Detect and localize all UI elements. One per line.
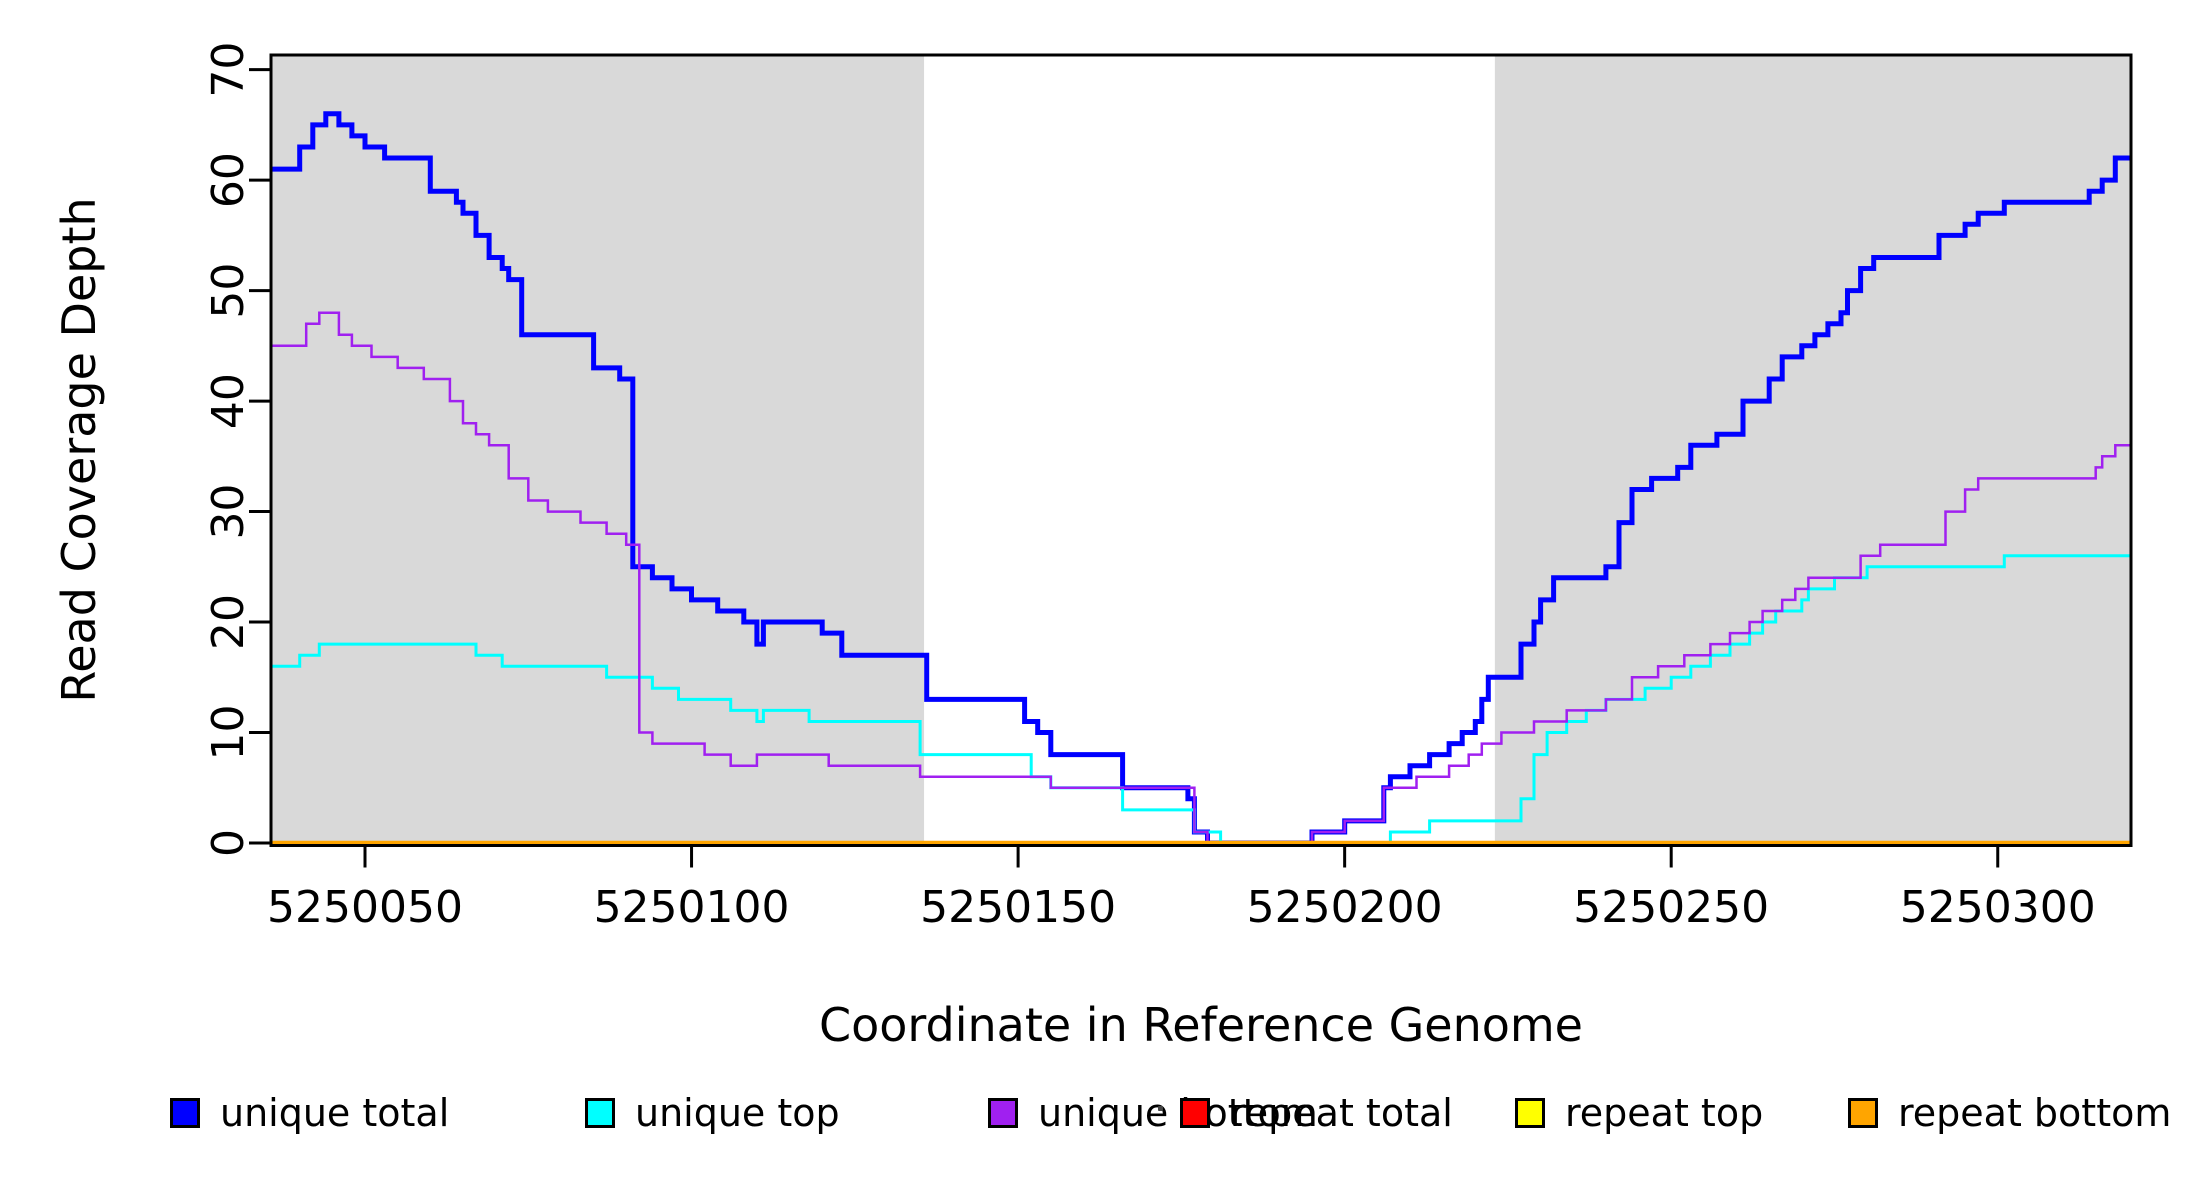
x-tick-label: 5250200	[1247, 882, 1443, 933]
y-tick-label: 0	[203, 829, 254, 857]
x-tick-label: 5250050	[267, 882, 463, 933]
unique-total-swatch-icon	[170, 1098, 200, 1128]
x-tick-label: 5250150	[920, 882, 1116, 933]
legend-item-repeat-bottom: repeat bottom	[1848, 1090, 2171, 1136]
y-tick-label: 10	[203, 705, 254, 761]
x-tick-label: 5250100	[594, 882, 790, 933]
unique-bottom-swatch-icon	[988, 1098, 1018, 1128]
legend-item-unique-bottom: unique bottom	[988, 1090, 1318, 1136]
legend-label: unique bottom	[1038, 1091, 1318, 1135]
unique-top-swatch-icon	[585, 1098, 615, 1128]
left-unique-region	[271, 55, 925, 846]
y-tick-label: 60	[203, 152, 254, 208]
chart-legend: unique total unique top unique bottom re…	[0, 1090, 2200, 1140]
legend-item-repeat-total: repeat total	[1180, 1090, 1453, 1136]
y-tick-label: 30	[203, 484, 254, 540]
legend-label: unique top	[635, 1091, 840, 1135]
series-line-unique-top	[271, 554, 2131, 845]
x-tick-label: 5250250	[1573, 882, 1769, 933]
y-tick-label: 50	[203, 263, 254, 319]
stray-mark-artifact	[1158, 1106, 1163, 1111]
legend-label: repeat total	[1230, 1091, 1453, 1135]
x-axis-title: Coordinate in Reference Genome	[819, 998, 1583, 1052]
y-axis-title: Read Coverage Depth	[52, 197, 106, 703]
y-tick-label: 70	[203, 42, 254, 98]
repeat-top-swatch-icon	[1515, 1098, 1545, 1128]
legend-label: unique total	[220, 1091, 450, 1135]
legend-item-unique-total: unique total	[170, 1090, 449, 1136]
plot-box	[269, 53, 2133, 847]
right-unique-region	[1494, 55, 2131, 846]
y-tick-label: 40	[203, 373, 254, 429]
legend-item-unique-top: unique top	[585, 1090, 840, 1136]
y-tick-label: 20	[203, 594, 254, 650]
legend-item-repeat-top: repeat top	[1515, 1090, 1763, 1136]
legend-label: repeat bottom	[1898, 1091, 2172, 1135]
x-tick-label: 5250300	[1900, 882, 2096, 933]
repeat-bottom-swatch-icon	[1848, 1098, 1878, 1128]
legend-label: repeat top	[1565, 1091, 1764, 1135]
series-line-unique-bottom	[271, 311, 2131, 845]
repeat-total-swatch-icon	[1180, 1098, 1210, 1128]
